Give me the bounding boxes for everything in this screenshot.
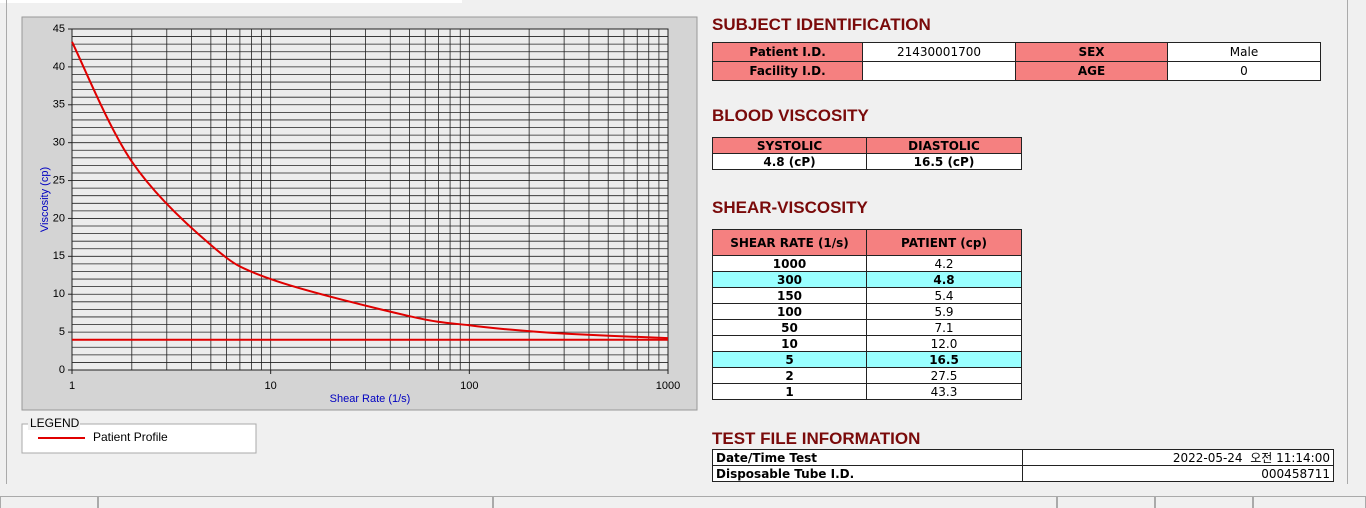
y-tick-label: 25 — [53, 174, 65, 186]
section-title: SUBJECT IDENTIFICATION — [712, 15, 931, 34]
value-cell: 000458711 — [1022, 465, 1334, 482]
label-cell: Facility I.D. — [712, 61, 863, 81]
legend-title-bg — [28, 418, 80, 430]
status-cell — [1057, 496, 1155, 508]
rate-cell: 300 — [712, 271, 867, 288]
status-cell — [1155, 496, 1253, 508]
value-cell: 27.5 — [866, 367, 1022, 384]
section-title: BLOOD VISCOSITY — [712, 106, 869, 125]
value-cell: 16.5 (cP) — [866, 153, 1022, 170]
value-cell: 7.1 — [866, 319, 1022, 336]
y-tick-label: 20 — [53, 212, 65, 224]
y-tick-label: 30 — [53, 137, 65, 149]
label-cell: SEX — [1015, 42, 1168, 62]
value-cell: 5.9 — [866, 303, 1022, 320]
rate-cell: 1 — [712, 383, 867, 400]
status-cell — [0, 496, 98, 508]
y-tick-label: 0 — [59, 364, 65, 376]
x-tick-label: 1 — [69, 380, 75, 392]
value-cell: 4.8 — [866, 271, 1022, 288]
status-cell — [98, 496, 493, 508]
value-cell: 2022-05-24 오전 11:14:00 — [1022, 449, 1334, 466]
value-cell: 4.8 (cP) — [712, 153, 867, 170]
value-cell — [862, 61, 1016, 81]
label-cell: AGE — [1015, 61, 1168, 81]
label-cell: Disposable Tube I.D. — [712, 465, 1023, 482]
x-tick-label: 1000 — [656, 380, 680, 392]
status-cell — [493, 496, 1057, 508]
right-border — [1347, 0, 1348, 484]
header-cell: SHEAR RATE (1/s) — [712, 229, 867, 256]
x-axis-title: Shear Rate (1/s) — [330, 393, 411, 405]
value-cell: 12.0 — [866, 335, 1022, 352]
y-tick-label: 40 — [53, 61, 65, 73]
rate-cell: 10 — [712, 335, 867, 352]
legend-label: Patient Profile — [93, 430, 168, 444]
value-cell: 21430001700 — [862, 42, 1016, 62]
rate-cell: 2 — [712, 367, 867, 384]
rate-cell: 50 — [712, 319, 867, 336]
label-cell: Date/Time Test — [712, 449, 1023, 466]
value-cell: Male — [1167, 42, 1321, 62]
left-border — [6, 0, 7, 484]
value-cell: 5.4 — [866, 287, 1022, 304]
rate-cell: 150 — [712, 287, 867, 304]
header-cell: SYSTOLIC — [712, 137, 867, 154]
header-cell: DIASTOLIC — [866, 137, 1022, 154]
section-title: TEST FILE INFORMATION — [712, 429, 921, 448]
y-tick-label: 45 — [53, 23, 65, 35]
value-cell: 43.3 — [866, 383, 1022, 400]
legend-title: LEGEND — [30, 416, 80, 430]
value-cell: 16.5 — [866, 351, 1022, 368]
y-tick-label: 5 — [59, 326, 65, 338]
header-cell: PATIENT (cp) — [866, 229, 1022, 256]
status-cell — [1253, 496, 1366, 508]
top-bar — [0, 0, 462, 3]
y-tick-label: 10 — [53, 288, 65, 300]
rate-cell: 100 — [712, 303, 867, 320]
y-tick-label: 15 — [53, 250, 65, 262]
series-line — [71, 41, 669, 340]
x-tick-label: 10 — [265, 380, 277, 392]
value-cell: 0 — [1167, 61, 1321, 81]
y-tick-label: 35 — [53, 99, 65, 111]
plot-area — [72, 29, 668, 370]
x-tick-label: 100 — [460, 380, 478, 392]
rate-cell: 5 — [712, 351, 867, 368]
label-cell: Patient I.D. — [712, 42, 863, 62]
section-title: SHEAR-VISCOSITY — [712, 198, 868, 217]
chart: LEGEND 0 5 10 15 20 25 30 35 40 45 1 10 100 1000 Shear… — [21, 16, 698, 454]
value-cell: 4.2 — [866, 255, 1022, 272]
rate-cell: 1000 — [712, 255, 867, 272]
plot-border — [71, 28, 669, 371]
y-axis-title: Viscosity (cp) — [39, 167, 51, 232]
